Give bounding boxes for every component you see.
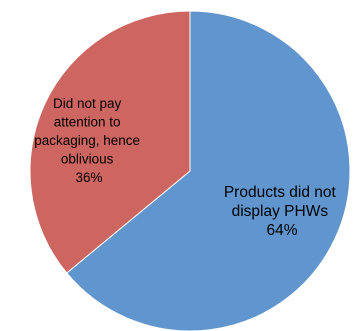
slice-products-did-not-display-phws (66, 10, 351, 331)
label-products-percent: 64% (266, 222, 297, 239)
label-attention-line-3: packaging, hence (34, 133, 140, 148)
label-attention-percent: 36% (75, 170, 102, 185)
label-attention-line-1: Did not pay (53, 96, 122, 111)
label-products-line-2: display PHWs (232, 203, 329, 220)
label-attention-line-2: attention to (54, 115, 121, 130)
slice-did-not-pay-attention (29, 10, 191, 274)
label-did-not-pay-attention: Did not pay attention to packaging, henc… (34, 96, 144, 185)
label-products-did-not-display-phws: Products did not display PHWs 64% (224, 184, 340, 239)
label-attention-line-4: oblivious (61, 152, 114, 167)
label-products-line-1: Products did not (224, 184, 337, 201)
